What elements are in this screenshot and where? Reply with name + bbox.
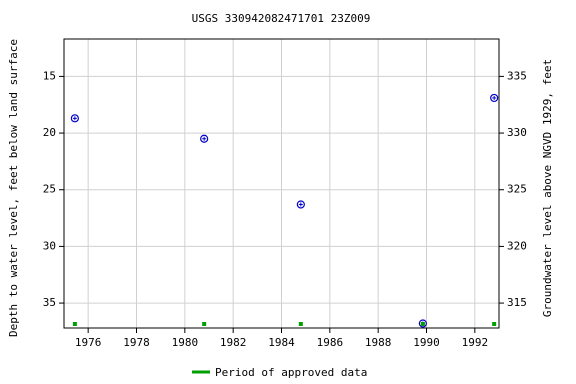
y2-tick-label: 330 bbox=[507, 126, 527, 139]
x-tick-label: 1980 bbox=[172, 336, 199, 349]
x-tick-label: 1990 bbox=[413, 336, 440, 349]
y2-axis-label: Groundwater level above NGVD 1929, feet bbox=[541, 59, 554, 317]
x-tick-label: 1982 bbox=[220, 336, 247, 349]
approved-period bbox=[72, 322, 77, 326]
approved-period bbox=[492, 322, 497, 326]
x-tick-label: 1976 bbox=[75, 336, 102, 349]
data-point bbox=[296, 200, 305, 209]
approved-period bbox=[298, 322, 303, 326]
y-tick-label: 20 bbox=[43, 126, 56, 139]
approved-period bbox=[420, 322, 425, 326]
x-tick-label: 1988 bbox=[365, 336, 392, 349]
x-tick-label: 1992 bbox=[462, 336, 489, 349]
approved-period bbox=[202, 322, 207, 326]
y-axis-label: Depth to water level, feet below land su… bbox=[7, 39, 20, 337]
y2-tick-label: 320 bbox=[507, 239, 527, 252]
data-point bbox=[490, 93, 499, 103]
y-tick-label: 30 bbox=[43, 239, 56, 252]
y2-tick-label: 335 bbox=[507, 69, 527, 82]
y2-tick-label: 325 bbox=[507, 183, 527, 196]
data-point bbox=[70, 114, 79, 123]
data-point bbox=[200, 134, 209, 143]
x-tick-label: 1984 bbox=[268, 336, 295, 349]
y-tick-label: 25 bbox=[43, 183, 56, 196]
plot-frame bbox=[63, 38, 500, 329]
y-tick-label: 35 bbox=[43, 296, 56, 309]
x-tick-label: 1986 bbox=[317, 336, 344, 349]
x-tick-label: 1978 bbox=[123, 336, 150, 349]
y2-tick-label: 315 bbox=[507, 296, 527, 309]
y-tick-label: 15 bbox=[43, 69, 56, 82]
chart-title: USGS 330942082471701 23Z009 bbox=[192, 12, 371, 25]
legend-label: Period of approved data bbox=[215, 366, 367, 379]
